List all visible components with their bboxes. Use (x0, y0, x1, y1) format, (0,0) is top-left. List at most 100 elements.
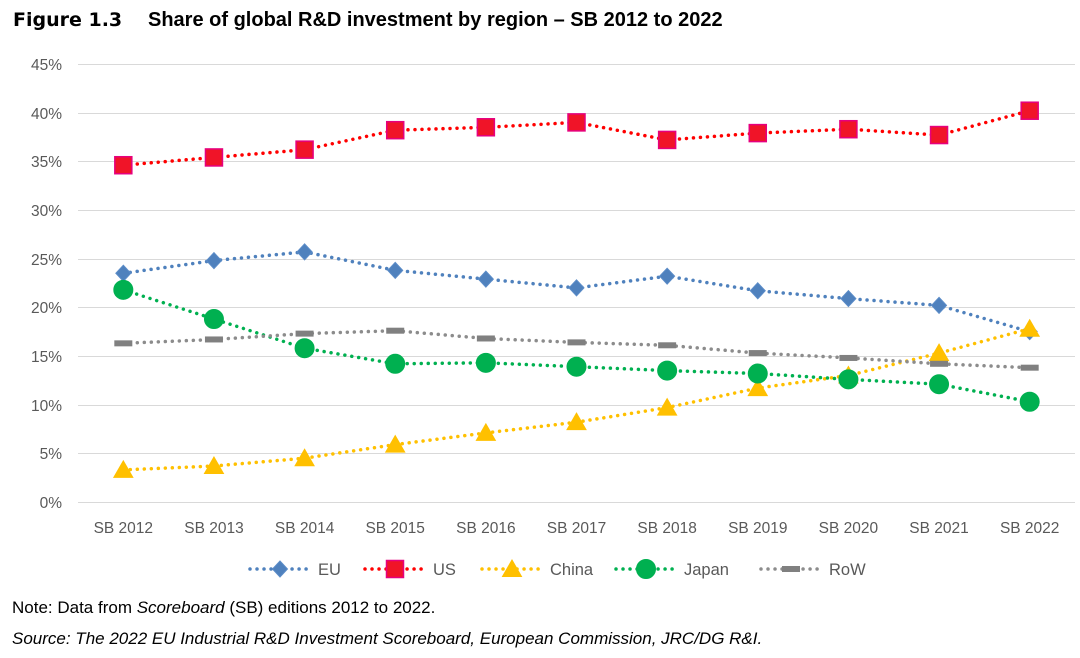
legend-item-japan: Japan (614, 559, 729, 579)
x-tick-label-sb-2019: SB 2019 (728, 520, 787, 537)
series-us (114, 101, 1039, 175)
y-tick-label-20: 20% (31, 300, 62, 317)
y-tick-label-35: 35% (31, 154, 62, 171)
china-point-sb-2022 (1019, 318, 1041, 337)
eu-point-sb-2015 (387, 261, 404, 280)
legend-us-marker (385, 559, 405, 579)
y-tick-label-30: 30% (31, 203, 62, 220)
japan-point-sb-2017 (566, 356, 587, 377)
china-point-sb-2017 (566, 412, 587, 431)
row-point-sb-2014 (295, 330, 314, 337)
legend-item-us: US (363, 559, 456, 579)
legend-japan-marker (636, 559, 656, 579)
line-chart: 0%5%10%15%20%25%30%35%40%45%SB 2012 SB 20… (31, 57, 1075, 579)
eu-point-sb-2017 (568, 279, 585, 297)
us-point-sb-2012 (114, 155, 133, 175)
row-point-sb-2018 (658, 342, 677, 349)
china-point-sb-2015 (384, 434, 406, 453)
japan-point-sb-2022 (1019, 391, 1040, 412)
row-point-sb-2017 (567, 339, 586, 346)
us-point-sb-2018 (657, 130, 677, 150)
chart-title: Share of global R&D investment by region… (148, 9, 723, 31)
x-tick-label-sb-2015: SB 2015 (365, 520, 424, 537)
series-japan (113, 279, 1040, 412)
x-tick-label-sb-2013: SB 2013 (184, 520, 243, 537)
legend: EU US China Japan RoW (248, 558, 866, 579)
legend-eu-marker (271, 560, 289, 578)
legend-japan-label: Japan (684, 561, 729, 579)
us-point-sb-2014 (295, 140, 314, 159)
row-point-sb-2012 (114, 340, 133, 347)
y-tick-label-0: 0% (40, 495, 63, 512)
eu-point-sb-2018 (658, 267, 676, 285)
legend-eu-label: EU (318, 561, 341, 579)
note-prefix: Note: Data from (12, 598, 137, 617)
china-point-sb-2012 (112, 459, 134, 478)
japan-point-sb-2012 (113, 279, 134, 300)
us-point-sb-2016 (476, 118, 496, 137)
y-tick-label-45: 45% (31, 57, 62, 74)
y-tick-label-25: 25% (31, 252, 62, 269)
eu-point-sb-2019 (749, 282, 766, 300)
china-point-sb-2018 (656, 397, 678, 416)
legend-row-label: RoW (829, 561, 866, 579)
row-point-sb-2019 (748, 350, 767, 357)
legend-us-label: US (433, 561, 456, 579)
eu-point-sb-2021 (930, 296, 948, 315)
eu-point-sb-2013 (205, 251, 223, 270)
japan-point-sb-2015 (385, 353, 406, 374)
china-point-sb-2014 (294, 448, 315, 467)
legend-item-row: RoW (759, 561, 866, 579)
y-axis: 0% 5% 10% 15% 20% 25% 30% 35% 40% 45% (31, 57, 62, 512)
japan-point-sb-2019 (747, 363, 768, 384)
figure-number: Figure 1.3 (13, 9, 123, 31)
japan-point-sb-2021 (929, 374, 950, 395)
us-point-sb-2020 (839, 119, 858, 139)
china-point-sb-2016 (475, 422, 497, 441)
us-point-sb-2017 (567, 113, 586, 132)
japan-point-sb-2018 (657, 360, 678, 381)
x-tick-label-sb-2012: SB 2012 (94, 520, 153, 537)
note-suffix: (SB) editions 2012 to 2022. (224, 598, 436, 617)
japan-point-sb-2014 (294, 338, 315, 359)
china-point-sb-2021 (928, 343, 950, 362)
source-text: Source: The 2022 EU Industrial R&D Inves… (12, 629, 763, 648)
china-point-sb-2019 (747, 378, 769, 397)
row-point-sb-2022 (1020, 364, 1039, 371)
eu-point-sb-2016 (477, 270, 495, 288)
eu-point-sb-2014 (296, 243, 313, 261)
legend-china-label: China (550, 561, 594, 579)
y-tick-label-10: 10% (31, 398, 62, 415)
x-tick-label-sb-2016: SB 2016 (456, 520, 515, 537)
note-italic-term: Scoreboard (136, 598, 225, 617)
china-point-sb-2013 (203, 455, 225, 474)
eu-point-sb-2020 (840, 289, 857, 308)
legend-china-marker (501, 558, 523, 577)
y-tick-label-5: 5% (40, 446, 63, 463)
x-tick-label-sb-2021: SB 2021 (909, 520, 968, 537)
plot-area (112, 101, 1041, 478)
legend-item-china: China (480, 558, 594, 579)
legend-item-eu: EU (248, 560, 341, 579)
x-axis: SB 2012 SB 2013 SB 2014 SB 2015 SB 2016 SB 20… (94, 520, 1060, 537)
y-tick-label-40: 40% (31, 106, 62, 123)
japan-point-sb-2013 (203, 309, 224, 330)
x-tick-label-sb-2020: SB 2020 (819, 520, 879, 537)
legend-row-marker (782, 566, 800, 572)
row-point-sb-2013 (204, 336, 223, 343)
eu-point-sb-2012 (115, 264, 132, 282)
us-point-sb-2013 (204, 148, 224, 167)
china-line (121, 326, 1032, 472)
x-tick-label-sb-2017: SB 2017 (547, 520, 606, 537)
x-tick-label-sb-2014: SB 2014 (275, 520, 335, 537)
note-text: Note: Data from Scoreboard (SB) editions… (12, 597, 435, 619)
x-tick-label-sb-2022: SB 2022 (1000, 520, 1059, 537)
series-row (114, 327, 1039, 371)
row-point-sb-2020 (839, 354, 858, 361)
series-eu (115, 243, 1038, 341)
x-tick-label-sb-2018: SB 2018 (637, 520, 696, 537)
y-tick-label-15: 15% (31, 349, 62, 366)
japan-point-sb-2016 (475, 352, 496, 373)
us-point-sb-2019 (748, 123, 768, 143)
